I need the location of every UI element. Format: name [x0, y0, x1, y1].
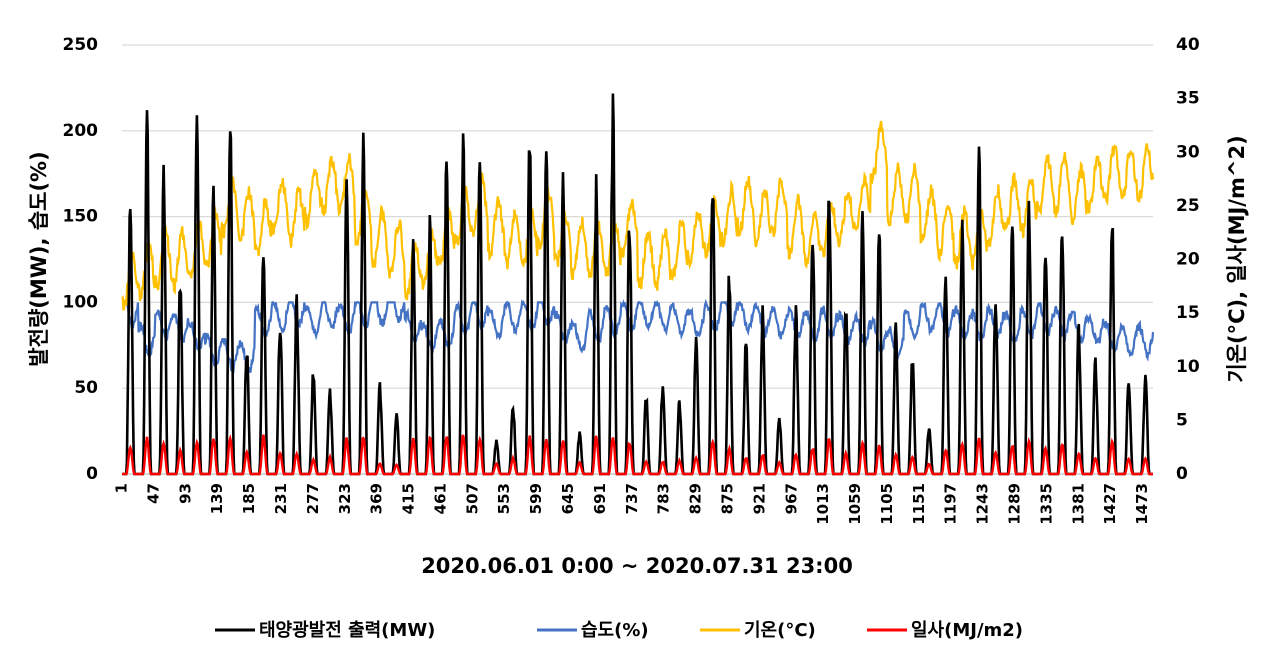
y-tick-label: 200: [63, 121, 99, 141]
x-tick-label: 1427: [1101, 483, 1119, 525]
x-axis-ticks: 1 47 93 139 185 231 277 323 369 415 461 507 553 599 64…: [113, 483, 1152, 525]
y2-tick-label: 0: [1176, 464, 1188, 484]
y2-tick-label: 30: [1176, 142, 1200, 162]
x-tick-label: 1105: [878, 483, 896, 525]
x-tick-label: 93: [176, 483, 194, 504]
y2-tick-label: 25: [1176, 196, 1200, 216]
x-tick-label: 323: [336, 483, 354, 514]
x-tick-label: 599: [527, 483, 545, 514]
y-tick-label: 150: [63, 207, 99, 227]
y2-tick-label: 15: [1176, 303, 1200, 323]
x-tick-label: 185: [240, 483, 258, 514]
power-output-line: [122, 93, 1153, 476]
y2-tick-label: 40: [1176, 35, 1200, 55]
y-tick-label: 0: [86, 464, 98, 484]
x-tick-label: 921: [750, 483, 768, 514]
y2-tick-label: 35: [1176, 89, 1200, 109]
y-tick-label: 250: [63, 35, 99, 55]
legend: 태양광발전 출력(MW) 습도(%) 기온(°C) 일사(MJ/m2): [215, 620, 1023, 641]
x-tick-label: 1013: [814, 483, 832, 525]
x-tick-label: 1473: [1133, 483, 1151, 525]
y-axis-title-left: 발전량(MW), 습도(%): [27, 151, 51, 366]
x-tick-label: 1059: [846, 483, 864, 525]
y2-tick-label: 20: [1176, 250, 1200, 270]
x-tick-label: 737: [623, 483, 641, 514]
x-tick-label: 1151: [910, 483, 928, 525]
x-tick-label: 829: [687, 483, 705, 514]
right-axis-ticks: 0 5 10 15 20 25 30 35 40: [1176, 35, 1200, 484]
x-tick-label: 783: [655, 483, 673, 514]
left-axis-ticks: 0 50 100 150 200 250: [63, 35, 99, 484]
x-tick-label: 645: [559, 483, 577, 514]
x-tick-label: 875: [718, 483, 736, 514]
temperature-line: [121, 120, 1155, 311]
x-tick-label: 507: [463, 483, 481, 514]
series-layer: [121, 93, 1155, 476]
x-tick-label: 553: [495, 483, 513, 514]
x-tick-label: 967: [782, 483, 800, 514]
y2-tick-label: 5: [1176, 410, 1188, 430]
legend-label: 태양광발전 출력(MW): [259, 620, 435, 641]
x-tick-label: 1289: [1006, 483, 1024, 525]
x-tick-label: 1: [113, 483, 131, 493]
x-tick-label: 1335: [1037, 483, 1055, 525]
y-axis-title-right: 기온(°C), 일사(MJ/m^2): [1225, 135, 1249, 382]
x-tick-label: 461: [431, 483, 449, 514]
x-tick-label: 1381: [1069, 483, 1087, 525]
x-tick-label: 277: [304, 483, 322, 514]
y-tick-label: 100: [63, 292, 99, 312]
x-tick-label: 691: [591, 483, 609, 514]
x-tick-label: 47: [144, 483, 162, 504]
x-tick-label: 369: [368, 483, 386, 514]
radiation-line: [122, 434, 1153, 476]
x-tick-label: 1197: [942, 483, 960, 525]
legend-label: 기온(°C): [744, 620, 816, 641]
x-axis-title: 2020.06.01 0:00 ~ 2020.07.31 23:00: [421, 554, 853, 578]
x-tick-label: 139: [208, 483, 226, 514]
x-tick-label: 415: [400, 483, 418, 514]
x-tick-label: 1243: [974, 483, 992, 525]
y2-tick-label: 10: [1176, 357, 1200, 377]
legend-label: 일사(MJ/m2): [911, 620, 1023, 641]
x-tick-label: 231: [272, 483, 290, 514]
y-tick-label: 50: [74, 378, 98, 398]
legend-label: 습도(%): [581, 620, 649, 641]
